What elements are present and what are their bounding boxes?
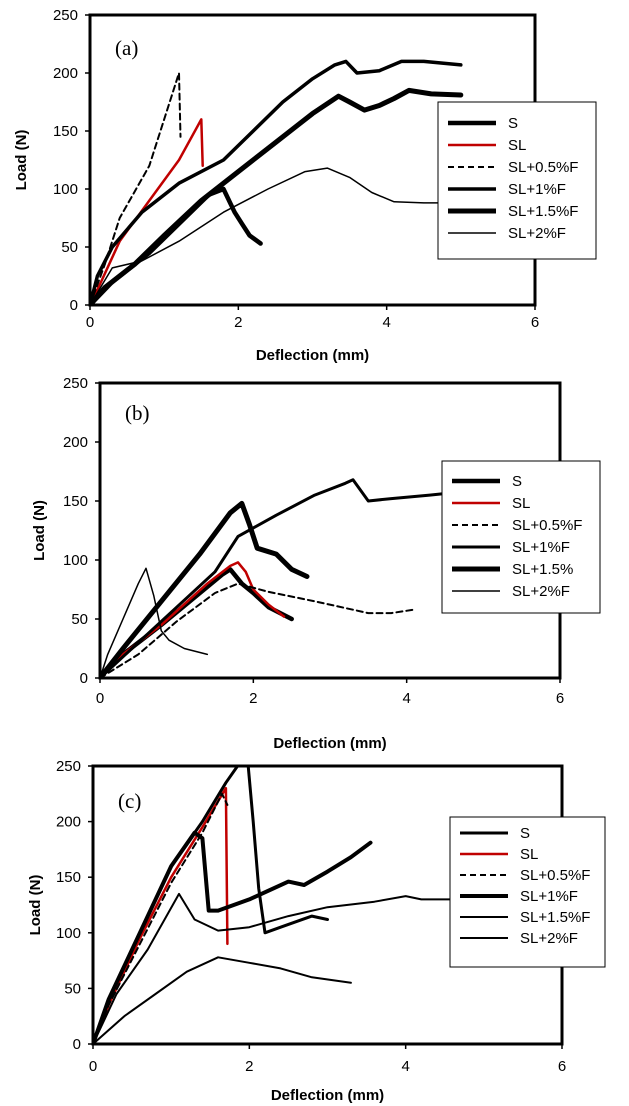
legend-label-1: S [520,825,530,842]
y-axis-title: Load (N) [31,500,48,561]
series-line-2 [90,118,204,305]
chart-panel-1: 0 50 100 150 200 250 0 2 4 6 Deflection (mm) Load (… [13,7,597,364]
legend-label-1: S [508,115,518,132]
y-tick-label: 250 [56,758,81,775]
y-tick-label: 50 [64,980,81,997]
legend-label-2: SL [508,137,526,154]
legend-label-5: SL+1.5% [512,561,573,578]
series-line-3 [100,582,416,678]
legend-label-3: SL+0.5%F [512,517,582,534]
legend-label-4: SL+1%F [520,888,578,905]
x-axis-title: Deflection (mm) [273,735,386,752]
x-tick-label: 6 [558,1058,566,1075]
panel-label: (c) [118,789,141,813]
series-line-4 [93,830,373,1044]
chart-panel-2: 0 50 100 150 200 250 0 2 4 6 Deflection (mm) Load (… [31,375,601,752]
y-tick-label: 0 [80,670,88,687]
series-line-3 [90,72,182,305]
legend-box [437,101,597,260]
legend-label-6: SL+2%F [512,583,570,600]
series-line-5 [90,87,464,305]
series-line-6 [93,956,352,1044]
x-axis-title: Deflection (mm) [256,347,369,364]
series-line-1 [100,567,294,678]
x-tick-label: 6 [556,690,564,707]
series-group [93,766,470,1044]
series-line-2 [93,786,229,1044]
legend-label-1: S [512,473,522,490]
y-tick-label: 150 [53,123,78,140]
x-tick-label: 0 [86,314,94,331]
y-axis-title: Load (N) [27,875,44,936]
y-tick-label: 100 [56,925,81,942]
y-tick-label: 50 [61,239,78,256]
y-tick-label: 250 [53,7,78,24]
legend-label-3: SL+0.5%F [520,867,590,884]
legend-box [449,816,606,968]
chart-panel-3: 0 50 100 150 200 250 0 2 4 6 Deflection (mm) Load (… [27,758,606,1104]
legend: S SL SL+0.5%F SL+1%F SL+1.5%F SL+2%F [449,816,606,968]
x-tick-label: 4 [402,690,410,707]
x-axis-title: Deflection (mm) [271,1087,384,1104]
y-tick-label: 200 [53,65,78,82]
y-tick-label: 0 [73,1036,81,1053]
legend: S SL SL+0.5%F SL+1%F SL+1.5%F SL+2%F [437,101,597,260]
x-tick-label: 2 [245,1058,253,1075]
x-tick-label: 4 [382,314,390,331]
legend-box [441,460,601,614]
y-tick-label: 200 [63,434,88,451]
legend-label-4: SL+1%F [508,181,566,198]
y-tick-label: 150 [63,493,88,510]
series-group [100,478,455,678]
legend-label-2: SL [512,495,530,512]
y-tick-label: 0 [70,297,78,314]
x-tick-label: 2 [234,314,242,331]
series-line-5 [93,892,470,1044]
y-tick-label: 100 [63,552,88,569]
series-line-3 [93,792,229,1044]
legend-label-3: SL+0.5%F [508,159,578,176]
x-tick-label: 6 [531,314,539,331]
legend-label-6: SL+2%F [508,225,566,242]
y-axis-title: Load (N) [13,130,30,191]
x-tick-label: 4 [401,1058,409,1075]
series-line-4 [90,59,463,305]
x-tick-label: 0 [89,1058,97,1075]
x-tick-label: 0 [96,690,104,707]
series-line-6 [100,567,209,678]
y-tick-label: 150 [56,869,81,886]
legend: S SL SL+0.5%F SL+1%F SL+1.5% SL+2%F [441,460,601,614]
panel-label: (b) [125,401,150,425]
panel-label: (a) [115,36,138,60]
legend-label-2: SL [520,846,538,863]
series-line-4 [100,478,455,678]
y-tick-label: 100 [53,181,78,198]
series-group [90,59,464,305]
series-line-5 [100,500,310,678]
y-tick-label: 50 [71,611,88,628]
legend-label-5: SL+1.5%F [520,909,590,926]
y-tick-label: 200 [56,814,81,831]
legend-label-4: SL+1%F [512,539,570,556]
x-tick-label: 2 [249,690,257,707]
legend-label-5: SL+1.5%F [508,203,578,220]
series-line-6 [90,167,462,305]
y-tick-label: 250 [63,375,88,392]
legend-label-6: SL+2%F [520,930,578,947]
